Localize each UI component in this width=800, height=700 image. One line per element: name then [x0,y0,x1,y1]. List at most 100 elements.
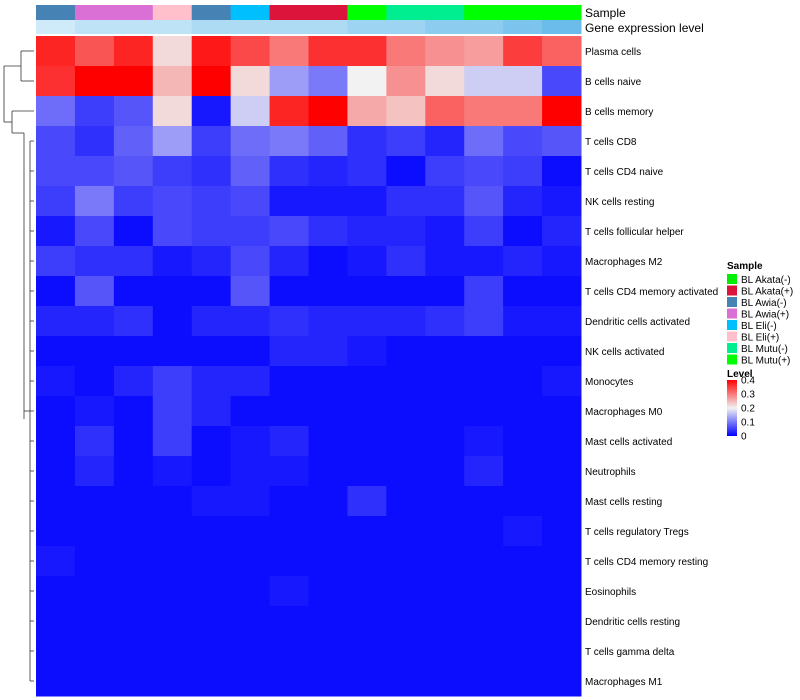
heatmap-cell [191,336,232,367]
heatmap-cell [74,606,115,637]
heatmap-cell [386,516,426,547]
row-label: NK cells resting [585,197,654,208]
sample-annotation-cell [191,5,232,20]
heatmap-cell [542,66,582,97]
heatmap-cell [191,246,232,277]
heatmap-cell [113,366,154,397]
heatmap-cell [542,156,582,187]
heatmap-cell [230,396,271,427]
heatmap-cell [113,546,154,577]
legend-sample-title: Sample [727,261,763,272]
heatmap-cell [113,606,154,637]
heatmap-cell [113,396,154,427]
heatmap-cell [503,666,543,697]
heatmap-cell [425,636,465,667]
heatmap-cell [113,576,154,607]
row-label: Mast cells resting [585,497,662,508]
heatmap-cell [308,636,348,667]
heatmap-cell [269,516,309,547]
level-annotation-bar [36,20,582,34]
heatmap-cell [503,456,543,487]
heatmap-cell [74,306,115,337]
heatmap-cell [347,96,387,127]
sample-annotation-cell [74,5,115,20]
row-label: Macrophages M1 [585,677,663,688]
heatmap-cell [464,396,504,427]
heatmap-cell [191,126,232,157]
sample-annotation-cell [36,5,76,20]
heatmap-cell [191,426,232,457]
heatmap-cell [36,66,76,97]
heatmap-cell [542,276,582,307]
legend-level-tick-label: 0.1 [741,418,755,429]
legend-sample-swatch [727,297,737,307]
row-label: T cells CD4 memory activated [585,287,718,298]
heatmap-cell [230,516,271,547]
heatmap-cell [230,456,271,487]
heatmap-cell [152,546,193,577]
heatmap-cell [113,636,154,667]
legend-sample-swatch [727,320,737,330]
heatmap-cell [230,486,271,517]
heatmap-cell [269,66,309,97]
heatmap-cell [308,486,348,517]
heatmap-cell [74,396,115,427]
heatmap-cell [74,216,115,247]
heatmap-cell [542,546,582,577]
heatmap-cell [464,336,504,367]
legend-level-ticks: 0.4 0.3 0.2 0.1 0 [737,376,755,443]
heatmap-cell [503,306,543,337]
heatmap-cell [425,576,465,607]
heatmap-cell [503,486,543,517]
heatmap-cell [36,636,76,667]
heatmap-cell [230,186,271,217]
heatmap-cell [269,666,309,697]
heatmap-cell [308,336,348,367]
heatmap-cell [74,516,115,547]
heatmap-cell [464,666,504,697]
sample-annotation-bar [36,5,582,20]
heatmap-cell [542,216,582,247]
row-label: Dendritic cells resting [585,617,680,628]
heatmap-cell [386,66,426,97]
heatmap-cell [308,606,348,637]
heatmap-cell [308,246,348,277]
heatmap-cell [308,66,348,97]
heatmap-cell [308,456,348,487]
heatmap-cell [503,156,543,187]
heatmap-cell [191,96,232,127]
row-label: Plasma cells [585,47,641,58]
heatmap-cell [230,96,271,127]
heatmap-cell [542,126,582,157]
heatmap-cell [230,366,271,397]
legend-sample-label: BL Awia(-) [741,298,787,309]
heatmap-cell [386,126,426,157]
level-annotation-cell [191,20,232,34]
heatmap-cell [386,336,426,367]
heatmap-cell [74,96,115,127]
heatmap-cell [347,366,387,397]
heatmap-cell [230,336,271,367]
heatmap-cell [464,246,504,277]
heatmap-cell [503,426,543,457]
heatmap-cell [191,306,232,337]
heatmap-cell [230,36,271,67]
heatmap-cell [542,336,582,367]
heatmap-cell [425,516,465,547]
heatmap-cell [269,276,309,307]
heatmap-cell [230,156,271,187]
heatmap-cell [36,246,76,277]
heatmap-cell [269,576,309,607]
heatmap-cell [386,306,426,337]
heatmap-cell [308,96,348,127]
heatmap-cell [347,336,387,367]
heatmap-cell [269,306,309,337]
heatmap-cell [113,66,154,97]
heatmap-cell [152,186,193,217]
heatmap-cell [386,456,426,487]
heatmap-cell [308,216,348,247]
heatmap-cell [269,396,309,427]
heatmap-cell [425,486,465,517]
heatmap-cell [191,486,232,517]
heatmap-cell [386,636,426,667]
